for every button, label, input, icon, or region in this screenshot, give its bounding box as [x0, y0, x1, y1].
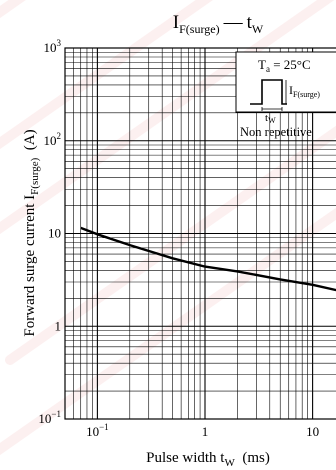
watermark-band [0, 207, 336, 456]
y-axis-label: Forward surge current IF(surge) (A) [22, 129, 41, 336]
y-tick-label: 10 [48, 226, 61, 241]
x-axis-label: Pulse width tW (ms) [146, 450, 270, 469]
title-dash: — [223, 12, 244, 33]
legend-note: Non repetitive [240, 125, 312, 139]
watermark-band [5, 125, 336, 365]
y-tick-label: 103 [44, 38, 62, 55]
legend-width-label: tW [265, 112, 276, 125]
series [80, 226, 336, 292]
legend-box: Ta = 25°C IF(surge) tW Non repetitive [235, 51, 336, 139]
y-tick-label: 10−1 [38, 409, 61, 426]
y-tick-label: 102 [44, 131, 62, 148]
legend-pulse-label: IF(surge) [289, 83, 320, 99]
plot-frame [64, 47, 336, 420]
x-tick-label: 10 [306, 424, 319, 439]
chart-title: IF(surge) — tW [173, 12, 264, 36]
series-line [80, 226, 336, 292]
title-variable: t [247, 12, 253, 33]
y-tick-label: 1 [55, 318, 62, 333]
tick-labels: 10−1 1 10 10−1 1 10 102 103 [38, 38, 319, 439]
watermark-band [0, 0, 26, 19]
pulse-width-arrow [261, 107, 283, 111]
watermark-band [0, 0, 214, 150]
grid [64, 47, 336, 420]
title-symbol-subscript: F(surge) [179, 22, 219, 36]
pulse-shape-icon [250, 79, 287, 105]
title-symbol: I [173, 12, 179, 33]
x-tick-label: 1 [202, 424, 209, 439]
legend-condition: Ta = 25°C [258, 57, 311, 74]
x-tick-label: 10−1 [86, 422, 109, 439]
title-variable-subscript: W [252, 22, 264, 36]
